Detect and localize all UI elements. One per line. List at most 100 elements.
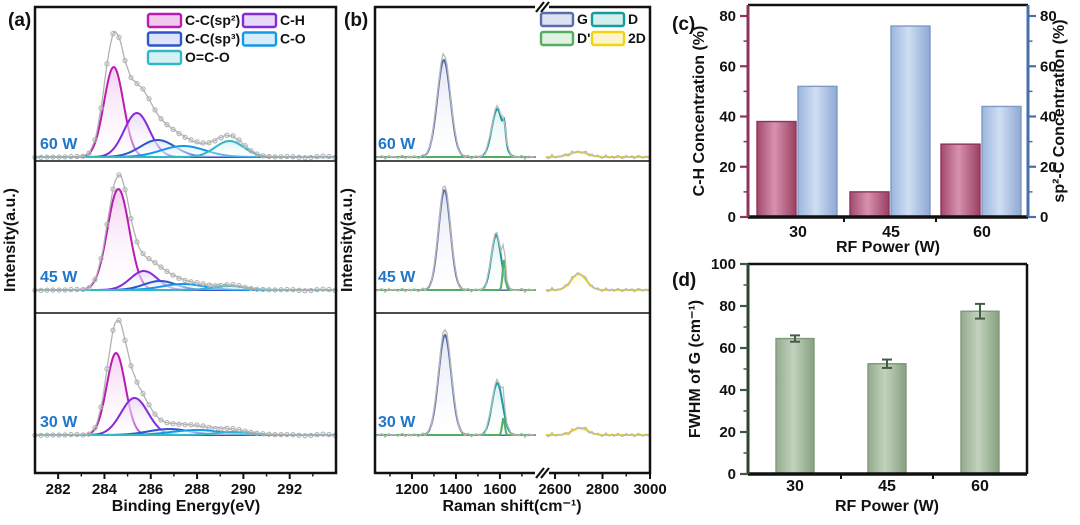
spectrum-power-label: 45 W [378,269,416,286]
data-point-marker [302,288,308,294]
data-point-marker [260,286,266,293]
data-point-marker [68,153,74,160]
left-tick-label: 80 [719,8,736,25]
category-label: 45 [878,478,896,495]
bar-fwhm-60 [960,310,1000,475]
data-point-marker [236,137,242,143]
x-tick-label: 292 [277,481,302,498]
data-point-marker [230,281,236,288]
data-point-marker [296,154,302,160]
data-point-marker [314,286,320,293]
data-point-marker [128,363,134,369]
data-point-marker [164,419,170,426]
data-point-marker [140,86,146,92]
data-point-marker [200,281,206,287]
data-point-marker [314,153,320,160]
data-point-marker [158,417,164,423]
bar-sp2c-60 [981,105,1022,218]
legend-swatch-C-C(sp²) [146,12,183,29]
data-point-marker [80,153,86,159]
data-point-marker [254,286,260,292]
panel-d-label: (d) [672,270,696,291]
axis-break-mark [540,467,550,479]
data-point-marker [290,287,296,293]
data-point-marker [308,287,314,294]
data-point-marker [50,287,56,293]
data-point-marker [242,143,248,149]
bar-ch-30 [756,120,797,218]
data-point-marker [104,61,110,67]
spectrum-power-label: 30 W [378,414,416,431]
data-point-marker [104,366,110,372]
data-point-marker [266,431,272,437]
data-point-marker [254,430,260,436]
bar-sp2c-30 [797,85,838,218]
legend-swatch-D' [539,30,575,47]
data-point-marker [248,429,254,436]
data-point-marker [122,337,128,344]
panel-b-plot-area: 60 W 45 W 30 W 1200 1400 1600 2600 2800 3000 G D D'… [373,1,667,498]
bar-ch-60 [940,143,981,218]
spectrum-power-label: 60 W [378,136,416,153]
axis-break-mark [535,1,545,13]
data-point-marker [62,154,68,160]
right-tick-label: 0 [1040,209,1048,226]
data-point-marker [152,411,158,417]
data-point-marker [302,433,308,439]
data-point-marker [272,287,278,293]
data-point-marker [182,421,188,428]
panel-b-raman-chart: (b) Intensity(a.u.) Raman shift(cm⁻¹) 60… [339,1,667,515]
data-point-marker [44,287,50,293]
data-point-marker [110,186,116,192]
component-curve-C-C(sp²) [35,65,336,158]
data-point-marker [224,425,230,432]
data-point-marker [290,432,296,438]
measured-trace [34,319,336,437]
data-point-marker [158,264,164,270]
data-point-marker [116,34,122,41]
data-point-marker [176,421,182,427]
legend-swatch-D [590,11,626,28]
right-tick-label: 40 [1040,109,1057,126]
data-point-marker [68,431,74,438]
panel-c-bar-chart: (c) C-H Concentration (%) sp²-C Concentr… [672,3,1068,256]
data-point-marker [236,426,242,433]
axis-break-mark [535,467,545,479]
data-point-marker [170,272,176,278]
component-curve-D' [375,417,536,436]
y-tick-label: 20 [719,424,736,441]
data-point-marker [176,275,182,281]
legend-label: 2D [628,30,646,46]
plot-border [373,5,652,475]
panel-d-x-axis-title: RF Power (W) [835,498,939,515]
panel-b-x-axis-title: Raman shift(cm⁻¹) [442,498,581,515]
data-point-marker [92,276,98,283]
legend-swatch-2D [590,30,626,47]
category-label: 45 [882,224,900,241]
data-point-marker [260,153,266,159]
data-point-marker [86,431,92,437]
data-point-marker [50,154,56,160]
data-point-marker [218,282,224,289]
x-tick-label: 284 [92,481,118,498]
spectrum-power-label: 30 W [40,414,78,431]
y-tick-label: 80 [719,298,736,315]
data-point-marker [230,133,236,139]
data-point-marker [146,96,152,102]
data-point-marker [248,148,254,154]
panel-c-x-axis-title: RF Power (W) [836,239,940,256]
axis-break-mark [540,1,550,13]
data-point-marker [110,327,116,333]
data-point-marker [320,286,326,292]
measured-trace [34,174,336,292]
data-point-marker [278,154,284,160]
legend-label: O=C-O [185,49,230,65]
data-point-marker [224,282,230,288]
data-point-marker [224,132,230,138]
data-point-marker [92,137,98,143]
data-point-marker [278,431,284,438]
component-curve-C-C(sp²) [35,188,336,291]
data-point-marker [134,239,140,245]
panel-a-plot-area: 60 W 45 W 30 W 282 284 286 288 290 292 C-C(sp²) C-… [32,5,338,498]
data-point-marker [200,140,206,146]
